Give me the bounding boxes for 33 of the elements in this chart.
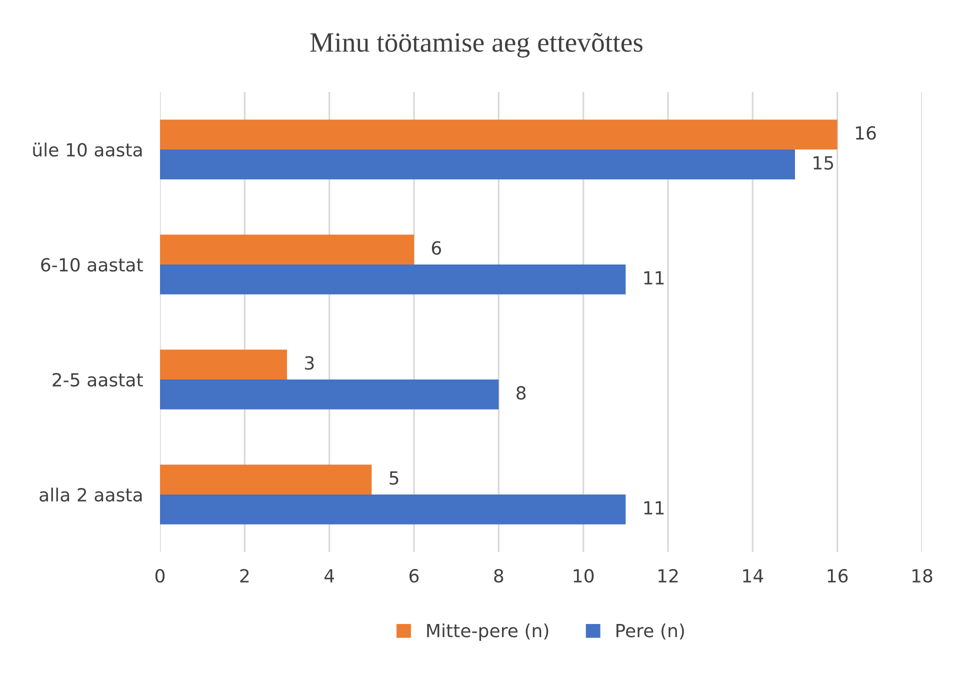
y-tick-label: alla 2 aasta bbox=[40, 488, 142, 502]
data-label: 3 bbox=[305, 356, 314, 370]
x-tick-label: 0 bbox=[155, 568, 165, 583]
y-tick-label: üle 10 aasta bbox=[33, 142, 142, 157]
data-label: 15 bbox=[814, 156, 834, 170]
bar bbox=[160, 120, 838, 150]
x-tick-label: 10 bbox=[574, 568, 594, 583]
bar bbox=[160, 234, 414, 264]
x-tick-label: 6 bbox=[410, 568, 419, 583]
y-tick-label: 2-5 aastat bbox=[52, 372, 143, 387]
x-tick-label: 12 bbox=[658, 568, 678, 582]
bar bbox=[160, 150, 795, 180]
data-label: 8 bbox=[516, 386, 526, 400]
data-label: 6 bbox=[432, 241, 442, 255]
bar bbox=[160, 350, 287, 380]
data-label: 11 bbox=[644, 501, 664, 514]
x-tick-label: 18 bbox=[912, 568, 932, 583]
x-tick-label: 8 bbox=[494, 568, 504, 583]
bar bbox=[160, 494, 626, 524]
x-tick-label: 2 bbox=[240, 568, 249, 582]
bar bbox=[160, 464, 372, 494]
bar bbox=[160, 264, 626, 294]
x-tick-label: 14 bbox=[743, 569, 764, 582]
chart-title: Minu töötamise aeg ettevõttes bbox=[310, 32, 642, 58]
data-label: 16 bbox=[856, 126, 876, 140]
y-tick-label: 6-10 aastat bbox=[41, 258, 143, 272]
legend-label: Pere (n) bbox=[616, 623, 684, 640]
x-tick-label: 16 bbox=[828, 568, 848, 583]
legend-label: Mitte-pere (n) bbox=[427, 623, 548, 641]
data-label: 11 bbox=[644, 271, 664, 284]
data-label: 5 bbox=[390, 471, 398, 485]
x-tick-label: 4 bbox=[324, 569, 334, 582]
bar bbox=[160, 380, 499, 410]
